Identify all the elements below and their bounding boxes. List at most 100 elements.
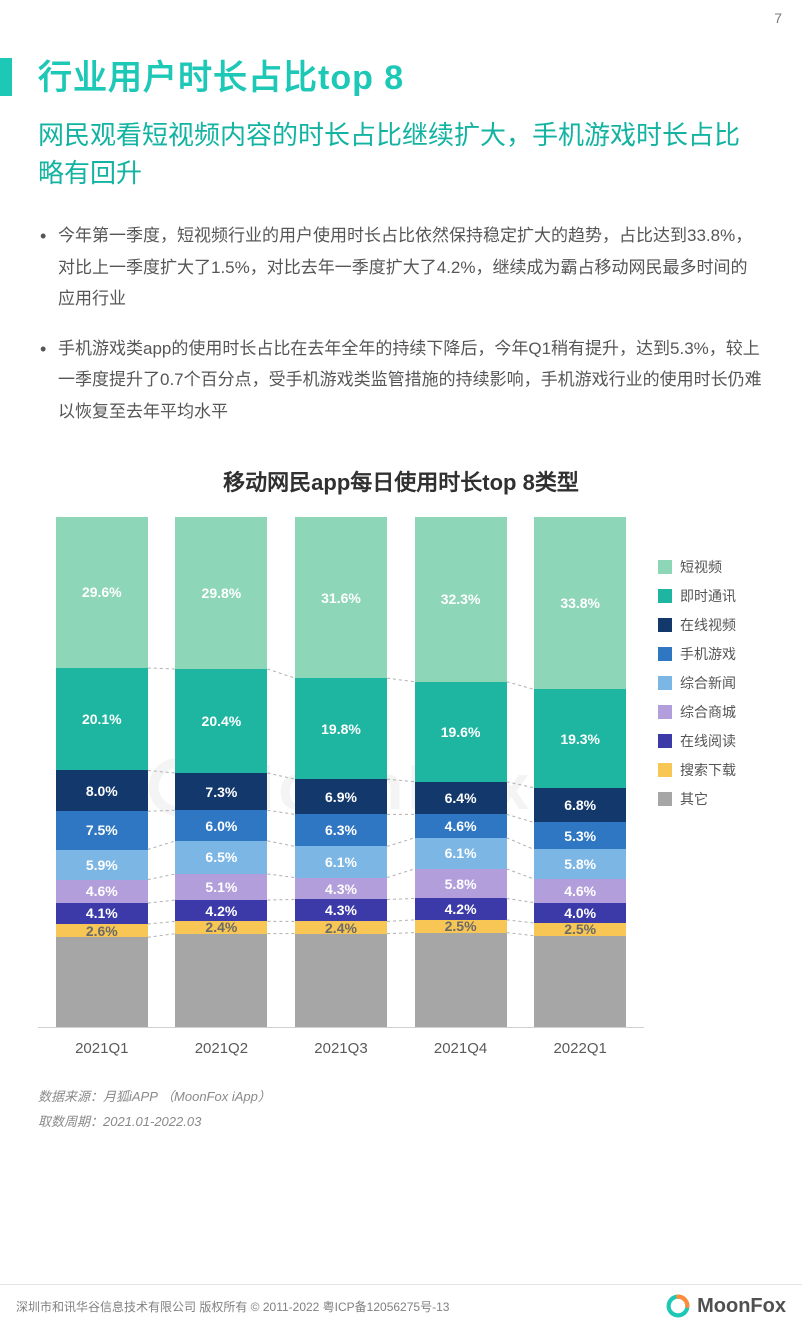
bar-segment-news: 6.1% (415, 838, 507, 869)
bar-segment-reading: 4.2% (415, 898, 507, 919)
bar-segment-mobile_game: 6.0% (175, 810, 267, 841)
legend-swatch (658, 647, 672, 661)
x-axis-label: 2021Q2 (175, 1040, 267, 1057)
legend-label: 短视频 (680, 557, 722, 577)
legend-swatch (658, 560, 672, 574)
bar-stack: 31.6%19.8%6.9%6.3%6.1%4.3%4.3%2.4% (295, 517, 387, 1027)
bar-segment-news: 5.8% (534, 849, 626, 879)
source-line: 取数周期：2021.01-2022.03 (38, 1110, 764, 1135)
legend-item: 其它 (658, 789, 764, 809)
bar-stack: 32.3%19.6%6.4%4.6%6.1%5.8%4.2%2.5% (415, 517, 507, 1027)
legend-label: 搜索下载 (680, 760, 736, 780)
footer-divider (0, 1284, 802, 1285)
bar-segment-online_vid: 8.0% (56, 770, 148, 811)
brand-logo: MoonFox (665, 1293, 786, 1319)
chart: MoonFox 29.6%20.1%8.0%7.5%5.9%4.6%4.1%2.… (38, 517, 764, 1057)
bar-segment-mobile_game: 7.5% (56, 811, 148, 849)
legend-label: 在线阅读 (680, 731, 736, 751)
bar-segment-mobile_game: 4.6% (415, 814, 507, 837)
bar-segment-other (415, 933, 507, 1027)
page-subtitle: 网民观看短视频内容的时长占比继续扩大，手机游戏时长占比略有回升 (38, 117, 764, 192)
bar-segment-short_video: 33.8% (534, 517, 626, 689)
legend-item: 在线阅读 (658, 731, 764, 751)
legend-label: 综合新闻 (680, 673, 736, 693)
bar-segment-reading: 4.3% (295, 899, 387, 921)
bar-segment-search: 2.5% (534, 923, 626, 936)
bar-segment-search: 2.6% (56, 924, 148, 937)
bar-segment-im: 20.4% (175, 669, 267, 773)
moonfox-icon (665, 1293, 691, 1319)
legend-swatch (658, 618, 672, 632)
bar-segment-ecommerce: 4.6% (56, 880, 148, 903)
legend-label: 即时通讯 (680, 586, 736, 606)
legend-item: 搜索下载 (658, 760, 764, 780)
bar-segment-other (56, 937, 148, 1027)
legend-label: 在线视频 (680, 615, 736, 635)
legend-item: 综合新闻 (658, 673, 764, 693)
legend-item: 在线视频 (658, 615, 764, 635)
legend-swatch (658, 763, 672, 777)
bar-column: 32.3%19.6%6.4%4.6%6.1%5.8%4.2%2.5% (415, 517, 507, 1027)
bar-segment-search: 2.4% (295, 921, 387, 933)
bar-segment-short_video: 29.6% (56, 517, 148, 668)
bar-segment-reading: 4.0% (534, 903, 626, 923)
bar-segment-online_vid: 6.4% (415, 782, 507, 815)
bar-segment-other (534, 936, 626, 1027)
bar-segment-online_vid: 6.9% (295, 779, 387, 814)
page-title: 行业用户时长占比top 8 (38, 50, 764, 99)
bullet-item: 今年第一季度，短视频行业的用户使用时长占比依然保持稳定扩大的趋势，占比达到33.… (38, 220, 764, 314)
accent-bar (0, 58, 12, 96)
bar-segment-ecommerce: 5.8% (415, 869, 507, 899)
legend-swatch (658, 734, 672, 748)
bar-stack: 33.8%19.3%6.8%5.3%5.8%4.6%4.0%2.5% (534, 517, 626, 1027)
footer-copyright: 深圳市和讯华谷信息技术有限公司 版权所有 © 2011-2022 粤ICP备12… (16, 1298, 449, 1315)
x-axis: 2021Q12021Q22021Q32021Q42022Q1 (38, 1027, 644, 1057)
chart-title: 移动网民app每日使用时长top 8类型 (38, 465, 764, 497)
legend-swatch (658, 705, 672, 719)
bar-segment-short_video: 29.8% (175, 517, 267, 669)
bar-segment-ecommerce: 4.3% (295, 878, 387, 900)
x-axis-label: 2021Q3 (295, 1040, 387, 1057)
bar-stack: 29.6%20.1%8.0%7.5%5.9%4.6%4.1%2.6% (56, 517, 148, 1027)
bar-segment-im: 19.3% (534, 689, 626, 787)
bullet-item: 手机游戏类app的使用时长占比在去年全年的持续下降后，今年Q1稍有提升，达到5.… (38, 333, 764, 427)
legend-label: 综合商城 (680, 702, 736, 722)
source-line: 数据来源：月狐iAPP （MoonFox iApp） (38, 1085, 764, 1110)
legend-item: 即时通讯 (658, 586, 764, 606)
legend-item: 短视频 (658, 557, 764, 577)
bar-segment-short_video: 31.6% (295, 517, 387, 678)
bar-segment-mobile_game: 6.3% (295, 814, 387, 846)
source-block: 数据来源：月狐iAPP （MoonFox iApp） 取数周期：2021.01-… (38, 1085, 764, 1134)
legend-label: 其它 (680, 789, 708, 809)
bar-segment-mobile_game: 5.3% (534, 822, 626, 849)
bar-container: 29.6%20.1%8.0%7.5%5.9%4.6%4.1%2.6%29.8%2… (38, 517, 644, 1027)
bar-segment-im: 19.6% (415, 682, 507, 782)
bar-segment-other (175, 934, 267, 1027)
bar-segment-reading: 4.1% (56, 903, 148, 924)
bar-segment-im: 20.1% (56, 668, 148, 771)
bar-column: 31.6%19.8%6.9%6.3%6.1%4.3%4.3%2.4% (295, 517, 387, 1027)
bar-segment-ecommerce: 5.1% (175, 874, 267, 900)
bar-segment-news: 6.1% (295, 846, 387, 877)
bar-column: 29.8%20.4%7.3%6.0%6.5%5.1%4.2%2.4% (175, 517, 267, 1027)
legend-swatch (658, 589, 672, 603)
bar-stack: 29.8%20.4%7.3%6.0%6.5%5.1%4.2%2.4% (175, 517, 267, 1027)
bar-column: 29.6%20.1%8.0%7.5%5.9%4.6%4.1%2.6% (56, 517, 148, 1027)
legend-label: 手机游戏 (680, 644, 736, 664)
page-number: 7 (774, 10, 782, 26)
bullet-list: 今年第一季度，短视频行业的用户使用时长占比依然保持稳定扩大的趋势，占比达到33.… (38, 220, 764, 427)
legend-item: 手机游戏 (658, 644, 764, 664)
bar-segment-online_vid: 7.3% (175, 773, 267, 810)
bar-segment-other (295, 934, 387, 1027)
bar-segment-search: 2.5% (415, 920, 507, 933)
bar-segment-news: 5.9% (56, 850, 148, 880)
brand-name: MoonFox (697, 1295, 786, 1318)
bar-segment-short_video: 32.3% (415, 517, 507, 682)
bar-segment-reading: 4.2% (175, 900, 267, 921)
bar-segment-ecommerce: 4.6% (534, 879, 626, 902)
bar-segment-search: 2.4% (175, 921, 267, 933)
x-axis-label: 2022Q1 (534, 1040, 626, 1057)
legend-swatch (658, 792, 672, 806)
legend: 短视频即时通讯在线视频手机游戏综合新闻综合商城在线阅读搜索下载其它 (644, 517, 764, 1057)
chart-area: MoonFox 29.6%20.1%8.0%7.5%5.9%4.6%4.1%2.… (38, 517, 644, 1057)
